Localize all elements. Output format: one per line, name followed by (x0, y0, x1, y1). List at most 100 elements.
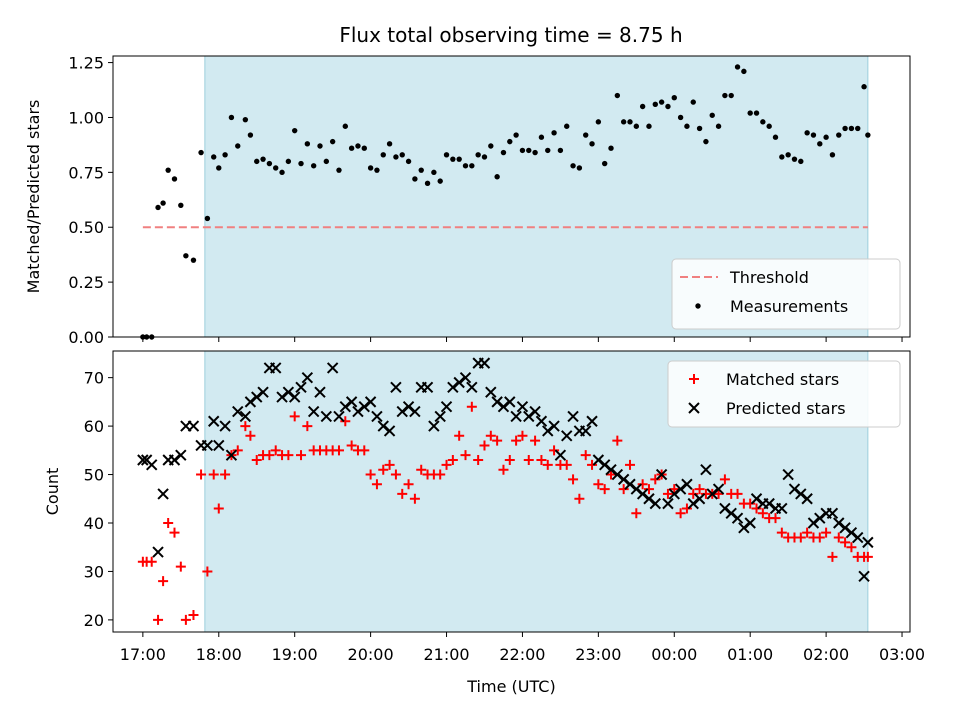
matched-point (821, 527, 832, 538)
measurement-point (779, 154, 785, 160)
predicted-point (485, 386, 497, 398)
matched-point (454, 430, 465, 441)
matched-point (202, 566, 213, 577)
predicted-point (383, 425, 396, 437)
measurement-point (589, 141, 595, 147)
predicted-point (580, 425, 592, 437)
predicted-point (510, 410, 522, 423)
matched-point (650, 474, 661, 485)
measurement-point (595, 119, 602, 125)
matched-point (624, 459, 635, 470)
measurement-point (728, 92, 734, 99)
matched-point (549, 445, 560, 456)
measurement-point (564, 123, 570, 129)
predicted-point (345, 396, 358, 408)
measurement-point (513, 132, 519, 138)
y-tick-label: 0.00 (68, 328, 104, 347)
matched-point (473, 455, 484, 466)
measurement-point (823, 134, 829, 140)
predicted-point (529, 405, 541, 418)
measurement-point (722, 92, 728, 99)
matched-point (346, 440, 357, 451)
matched-point (536, 455, 547, 466)
matched-point (175, 561, 186, 572)
predicted-point (213, 439, 225, 452)
matched-point (643, 484, 654, 495)
measurement-point (198, 149, 204, 156)
measurement-point (450, 156, 456, 162)
predicted-point (548, 420, 560, 432)
predicted-point (693, 493, 706, 505)
matched-point (631, 508, 642, 519)
measurement-point (494, 174, 500, 180)
matched-point (232, 445, 243, 456)
measurement-point (323, 158, 330, 165)
measurement-point (481, 154, 488, 160)
matched-point (447, 455, 458, 466)
predicted-point (497, 401, 510, 413)
predicted-point (447, 381, 459, 394)
matched-point (333, 445, 344, 456)
measurement-point (155, 204, 161, 211)
predicted-point (219, 420, 231, 432)
legend-label: Predicted stars (726, 399, 846, 418)
matched-point (523, 455, 534, 466)
x-tick-label: 00:00 (651, 645, 697, 664)
matched-point (846, 542, 857, 553)
measurement-point (791, 156, 798, 162)
measurement-point (576, 165, 583, 171)
measurement-point (545, 147, 551, 154)
measurement-point (734, 64, 741, 70)
predicted-point (567, 410, 579, 423)
predicted-point (157, 488, 169, 500)
matched-point (776, 527, 787, 538)
predicted-point (782, 468, 794, 481)
matched-point (296, 450, 307, 461)
measurement-point (753, 110, 760, 116)
x-axis-label: Time (UTC) (466, 677, 555, 696)
predicted-point (504, 396, 516, 408)
axes-frame (112, 350, 911, 633)
measurement-point (627, 119, 633, 125)
predicted-point (655, 468, 668, 481)
legend-label: Matched stars (726, 370, 839, 389)
predicted-point (352, 405, 364, 418)
x-tick-label: 22:00 (499, 645, 545, 664)
measurement-point (298, 160, 304, 167)
predicted-point (788, 483, 801, 495)
predicted-point (358, 401, 370, 413)
measurement-point (418, 167, 424, 173)
measurement-point (399, 152, 405, 158)
predicted-point (852, 531, 864, 544)
x-tick-label: 01:00 (727, 645, 773, 664)
measurement-point (772, 134, 779, 140)
measurement-point (709, 112, 715, 118)
measurement-point (507, 138, 513, 145)
predicted-point (270, 362, 282, 374)
matched-point (365, 469, 376, 480)
predicted-point (636, 488, 649, 500)
measurement-point (696, 125, 703, 132)
measurement-point (424, 180, 431, 187)
x-tick-label: 23:00 (575, 645, 621, 664)
predicted-point (814, 512, 826, 524)
matched-point (745, 498, 756, 509)
matched-point (460, 450, 471, 461)
matched-point (669, 484, 680, 495)
legend-swatch-matched (689, 374, 699, 384)
measurement-point (671, 95, 677, 101)
measurement-point (861, 84, 867, 90)
measurement-point (865, 132, 871, 138)
predicted-point (402, 401, 415, 413)
matched-point (359, 445, 370, 456)
series-predicted-stars (137, 357, 874, 582)
measurement-point (254, 158, 260, 165)
predicted-point (662, 497, 674, 510)
measurement-point (519, 147, 526, 154)
predicted-point (175, 449, 187, 461)
matched-point (612, 435, 623, 446)
x-tick-label: 18:00 (196, 645, 242, 664)
predicted-point (453, 376, 465, 389)
predicted-point (750, 493, 763, 505)
predicted-point (795, 488, 807, 500)
